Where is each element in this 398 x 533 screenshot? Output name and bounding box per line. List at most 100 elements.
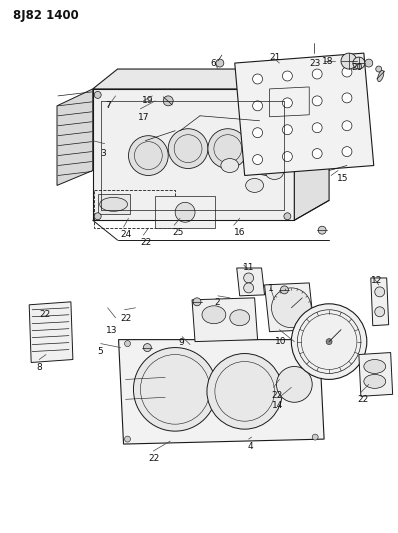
Polygon shape bbox=[192, 298, 258, 342]
Ellipse shape bbox=[230, 310, 250, 326]
Polygon shape bbox=[93, 89, 295, 220]
Ellipse shape bbox=[202, 306, 226, 324]
Text: 10: 10 bbox=[275, 337, 286, 345]
Polygon shape bbox=[29, 302, 73, 362]
Text: 22: 22 bbox=[271, 391, 283, 400]
Text: 13: 13 bbox=[105, 326, 117, 335]
Circle shape bbox=[163, 96, 173, 106]
Text: 12: 12 bbox=[371, 276, 382, 285]
Circle shape bbox=[326, 338, 332, 345]
Text: 22: 22 bbox=[148, 454, 160, 463]
Circle shape bbox=[143, 344, 151, 352]
Text: 23: 23 bbox=[309, 59, 321, 68]
Circle shape bbox=[271, 288, 311, 328]
Text: 16: 16 bbox=[234, 228, 245, 237]
Text: 4: 4 bbox=[248, 442, 253, 451]
Polygon shape bbox=[265, 283, 314, 332]
Polygon shape bbox=[57, 89, 93, 185]
Circle shape bbox=[253, 74, 263, 84]
Circle shape bbox=[125, 436, 131, 442]
Circle shape bbox=[341, 53, 357, 69]
Circle shape bbox=[342, 93, 352, 103]
Polygon shape bbox=[155, 196, 215, 228]
Circle shape bbox=[253, 101, 263, 111]
Circle shape bbox=[342, 147, 352, 157]
Circle shape bbox=[365, 59, 373, 67]
Polygon shape bbox=[359, 352, 393, 397]
Circle shape bbox=[208, 129, 248, 168]
Text: 19: 19 bbox=[142, 96, 154, 105]
Circle shape bbox=[311, 338, 317, 345]
Circle shape bbox=[284, 92, 291, 99]
Ellipse shape bbox=[364, 360, 386, 374]
Circle shape bbox=[248, 136, 287, 175]
Text: 22: 22 bbox=[357, 395, 368, 405]
Circle shape bbox=[312, 69, 322, 79]
Circle shape bbox=[312, 434, 318, 440]
Circle shape bbox=[277, 367, 312, 402]
Text: 5: 5 bbox=[98, 346, 103, 356]
Text: 7: 7 bbox=[105, 101, 111, 110]
Text: 24: 24 bbox=[121, 230, 132, 239]
Text: 8J82 1400: 8J82 1400 bbox=[13, 9, 79, 22]
Text: 2: 2 bbox=[214, 298, 220, 307]
Text: 18: 18 bbox=[322, 57, 334, 66]
Circle shape bbox=[94, 92, 101, 99]
Text: 21: 21 bbox=[269, 53, 281, 62]
Ellipse shape bbox=[265, 166, 283, 180]
Circle shape bbox=[253, 155, 263, 165]
Circle shape bbox=[375, 307, 385, 317]
Text: 22: 22 bbox=[140, 238, 152, 247]
Circle shape bbox=[318, 226, 326, 234]
Polygon shape bbox=[237, 268, 265, 296]
Circle shape bbox=[283, 125, 293, 135]
Polygon shape bbox=[119, 340, 324, 444]
Circle shape bbox=[133, 348, 217, 431]
Polygon shape bbox=[295, 69, 329, 220]
Circle shape bbox=[283, 151, 293, 161]
Circle shape bbox=[376, 66, 382, 72]
Circle shape bbox=[353, 57, 365, 69]
Circle shape bbox=[125, 341, 131, 346]
Circle shape bbox=[168, 129, 208, 168]
Circle shape bbox=[283, 71, 293, 81]
Text: 1: 1 bbox=[267, 284, 273, 293]
Text: 25: 25 bbox=[172, 228, 183, 237]
Circle shape bbox=[193, 298, 201, 306]
Ellipse shape bbox=[100, 197, 127, 211]
Circle shape bbox=[244, 283, 254, 293]
Text: 6: 6 bbox=[210, 59, 216, 68]
Circle shape bbox=[283, 98, 293, 108]
Polygon shape bbox=[235, 53, 374, 175]
Polygon shape bbox=[93, 69, 329, 89]
Circle shape bbox=[216, 59, 224, 67]
Circle shape bbox=[94, 213, 101, 220]
Text: 22: 22 bbox=[121, 314, 132, 323]
Ellipse shape bbox=[378, 70, 384, 82]
Circle shape bbox=[281, 286, 289, 294]
Polygon shape bbox=[98, 195, 131, 214]
Ellipse shape bbox=[364, 375, 386, 389]
Text: 8: 8 bbox=[36, 364, 42, 373]
Circle shape bbox=[175, 203, 195, 222]
Text: 9: 9 bbox=[178, 337, 184, 346]
Circle shape bbox=[312, 96, 322, 106]
Circle shape bbox=[342, 67, 352, 77]
Ellipse shape bbox=[246, 179, 263, 192]
Polygon shape bbox=[304, 346, 325, 368]
Circle shape bbox=[129, 136, 168, 175]
Circle shape bbox=[244, 273, 254, 283]
Circle shape bbox=[291, 304, 367, 379]
Text: 20: 20 bbox=[351, 63, 362, 72]
Text: 17: 17 bbox=[139, 113, 150, 122]
Circle shape bbox=[253, 128, 263, 138]
Text: 14: 14 bbox=[271, 401, 283, 410]
Circle shape bbox=[284, 213, 291, 220]
Text: 3: 3 bbox=[101, 149, 106, 158]
Circle shape bbox=[312, 123, 322, 133]
Circle shape bbox=[342, 121, 352, 131]
Text: 11: 11 bbox=[243, 263, 254, 272]
Text: 15: 15 bbox=[337, 174, 349, 183]
Circle shape bbox=[312, 149, 322, 158]
Circle shape bbox=[207, 353, 283, 429]
